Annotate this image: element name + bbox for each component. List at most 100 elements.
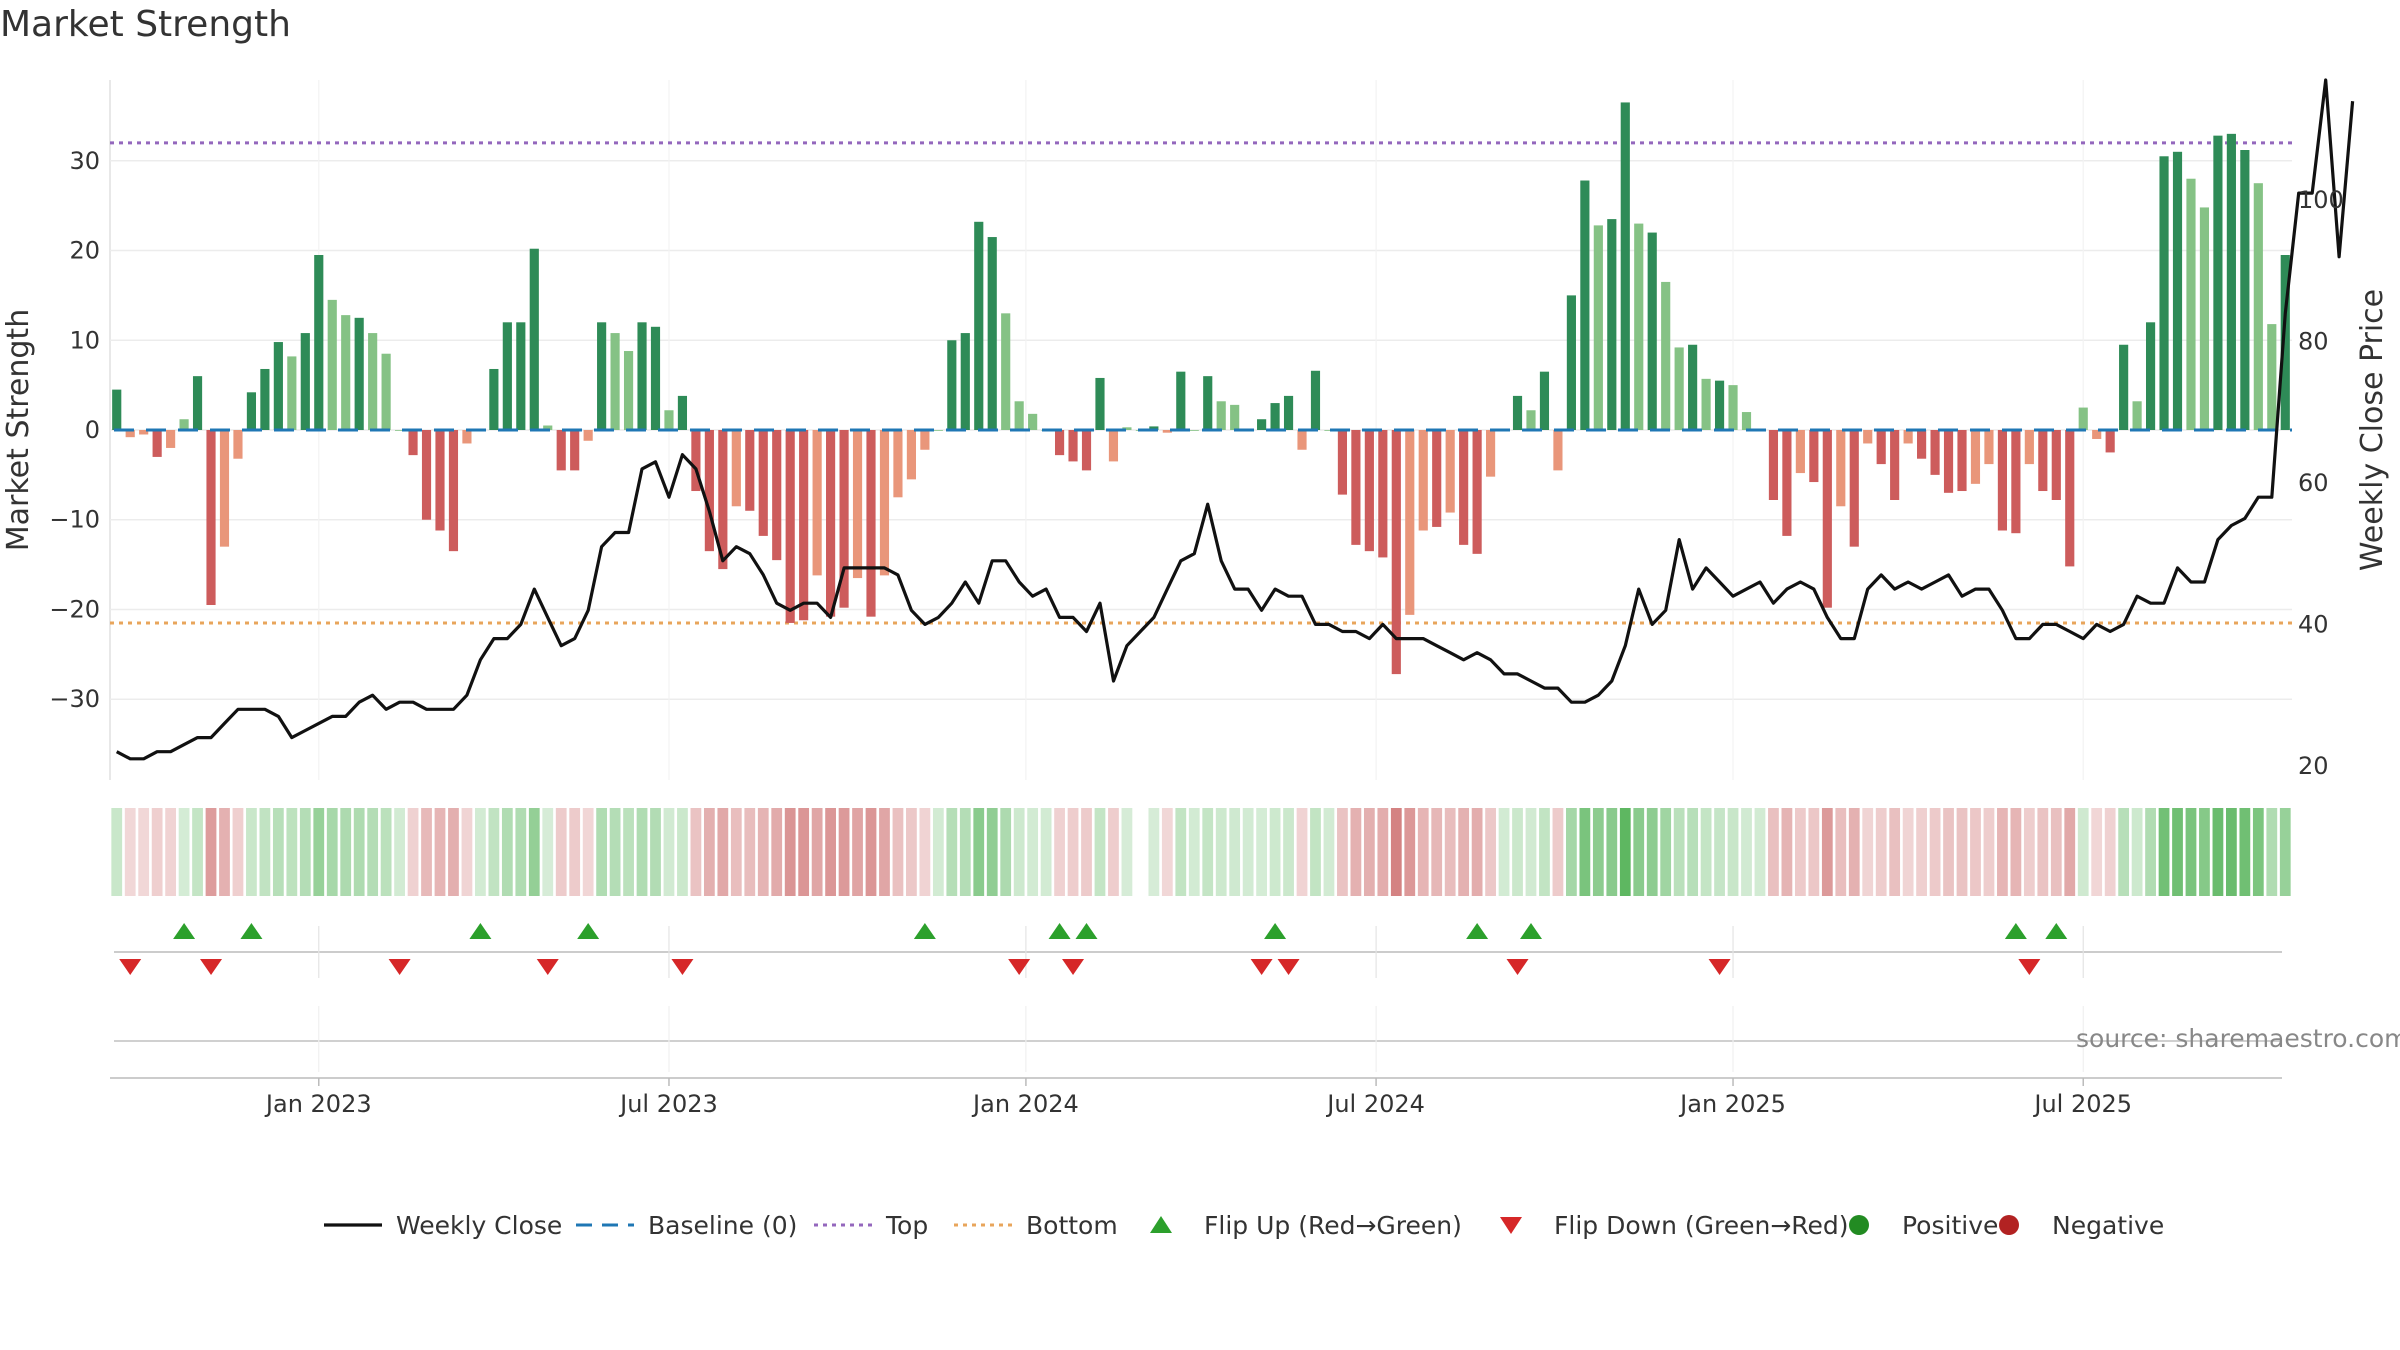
bar-negative <box>758 430 768 536</box>
heat-cell-negative <box>1929 808 1941 896</box>
bar-positive <box>314 255 324 430</box>
heat-cell-positive <box>2172 808 2183 896</box>
heat-cell-positive <box>367 808 379 896</box>
heat-cell-positive <box>528 808 540 896</box>
bar-negative <box>2092 430 2102 439</box>
heat-cell-negative <box>1108 808 1119 896</box>
bar-negative <box>772 430 782 561</box>
heat-cell-positive <box>313 808 325 896</box>
bar-positive <box>489 368 499 430</box>
heat-cell-negative <box>717 808 729 896</box>
heat-cell-positive <box>1525 808 1537 896</box>
y-tick-label-right: 60 <box>2298 469 2329 497</box>
heat-cell-positive <box>2077 808 2089 896</box>
heat-cell-positive <box>1714 808 1725 896</box>
legend-item-flip-down: Flip Down (Green→Red) <box>1500 1211 1849 1240</box>
heat-cell-positive <box>2212 808 2224 896</box>
bar-negative <box>1351 430 1361 545</box>
bar-negative <box>1809 430 1819 483</box>
heat-cell-negative <box>2091 808 2103 896</box>
bar-positive <box>1189 430 1199 431</box>
bar-positive <box>2226 133 2236 430</box>
heat-cell-positive <box>501 808 513 896</box>
heat-cell-positive <box>1121 808 1133 896</box>
bar-positive <box>368 333 378 430</box>
bar-positive <box>1620 102 1630 430</box>
heat-cell-positive <box>1579 808 1591 896</box>
legend-item-flip-up: Flip Up (Red→Green) <box>1150 1211 1462 1240</box>
heat-cell-negative <box>730 808 742 896</box>
legend-item-weekly-close: Weekly Close <box>324 1211 562 1240</box>
legend: Weekly Close Baseline (0) Top Bottom Flip Up… <box>324 1211 2164 1240</box>
flip-up-marker <box>1048 923 1071 939</box>
heat-cell-positive <box>2252 808 2264 896</box>
heat-cell-negative <box>1350 808 1362 896</box>
y-tick-label-left: 30 <box>69 147 100 175</box>
price-line-group <box>115 78 2355 761</box>
bar-negative <box>556 430 566 471</box>
bar-positive <box>650 326 661 430</box>
x-tick-label: Jan 2023 <box>264 1090 372 1118</box>
y-tick-label-right: 80 <box>2298 328 2329 356</box>
bar-negative <box>826 430 836 617</box>
bar-positive <box>1634 223 1644 430</box>
bar-negative <box>1445 430 1455 513</box>
bar-positive <box>1512 395 1523 430</box>
bar-negative <box>1822 430 1832 608</box>
heat-cell-negative <box>407 808 419 896</box>
legend-label: Top <box>885 1211 928 1240</box>
heat-cell-negative <box>151 808 163 896</box>
flip-down-marker <box>388 959 411 975</box>
heat-cell-positive <box>1242 808 1254 896</box>
bar-positive <box>1688 344 1698 430</box>
flip-up-marker <box>469 923 492 939</box>
heat-cell-positive <box>272 808 284 896</box>
heat-cell-positive <box>2199 808 2210 896</box>
bar-positive <box>2186 178 2196 430</box>
heat-cell-negative <box>2023 808 2035 896</box>
heat-cell-positive <box>111 808 123 896</box>
heat-cell-negative <box>1956 808 1968 896</box>
bar-positive <box>610 333 620 430</box>
bar-positive <box>2267 324 2277 430</box>
heat-cell-negative <box>138 808 150 896</box>
bar-negative <box>2038 430 2048 492</box>
bar-negative <box>1405 430 1415 615</box>
heat-cell-negative <box>838 808 850 896</box>
heat-cell-positive <box>1283 808 1294 896</box>
heat-cell-positive <box>299 808 311 896</box>
heat-cell-positive <box>1323 808 1335 896</box>
bar-positive <box>637 322 647 430</box>
heat-cell-negative <box>555 808 567 896</box>
y-tick-label-right: 100 <box>2298 186 2344 214</box>
reference-lines <box>110 141 2292 625</box>
flip-marker-panel <box>114 923 2282 978</box>
legend-label: Bottom <box>1026 1211 1118 1240</box>
bar-negative <box>421 430 432 520</box>
heat-cell-negative <box>825 808 836 896</box>
heat-cell-negative <box>232 808 244 896</box>
weekly-close-line <box>115 78 2355 761</box>
y-tick-label-left: 0 <box>85 416 100 444</box>
bar-positive <box>1014 401 1024 430</box>
bar-positive <box>1539 371 1550 430</box>
bar-negative <box>1162 430 1172 433</box>
heat-cell-positive <box>623 808 634 896</box>
x-tick-label: Jul 2025 <box>2032 1090 2132 1118</box>
heat-cell-positive <box>394 808 405 896</box>
heat-cell-positive <box>1269 808 1281 896</box>
x-tick-label: Jul 2024 <box>1325 1090 1425 1118</box>
heat-cell-positive <box>1013 808 1025 896</box>
bar-negative <box>1768 430 1779 500</box>
heat-cell-negative <box>1363 808 1375 896</box>
heat-cell-positive <box>2118 808 2130 896</box>
heat-cell-positive <box>2279 808 2291 896</box>
bar-negative <box>731 430 741 507</box>
bar-positive <box>192 376 203 430</box>
heat-cell-negative <box>1431 808 1443 896</box>
left-y-axis: 30 20 10 0 −10 −20 −30 <box>49 147 100 713</box>
bar-positive <box>1714 380 1725 430</box>
heat-cell-negative <box>1848 808 1860 896</box>
bar-positive <box>1566 295 1576 430</box>
